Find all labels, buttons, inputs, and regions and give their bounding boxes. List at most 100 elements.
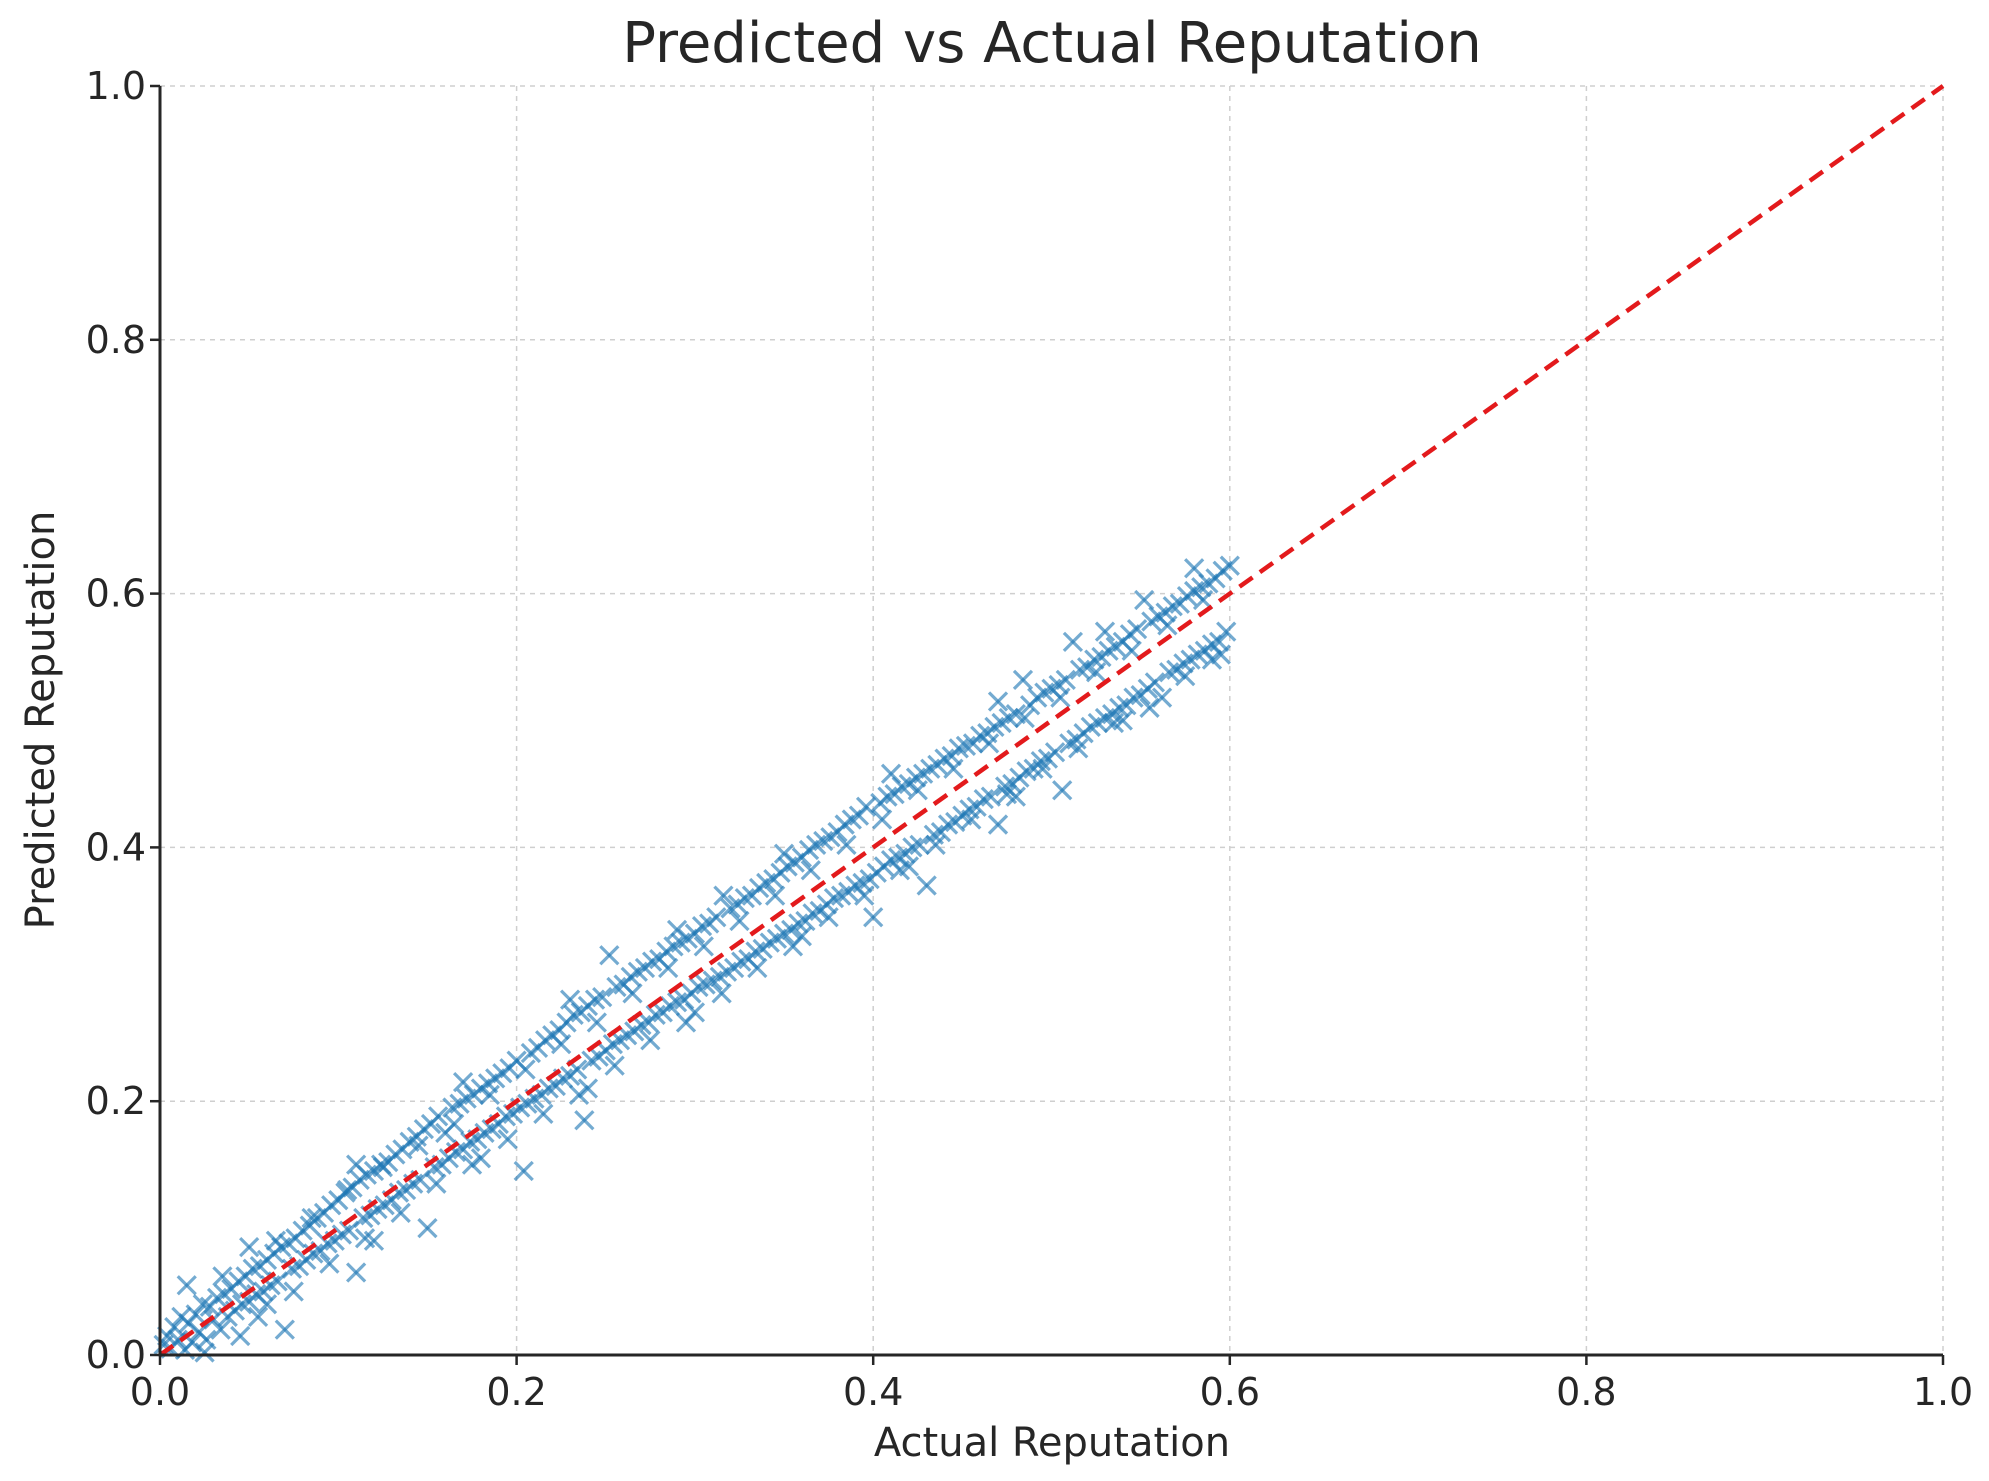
data-point-stroke bbox=[996, 783, 1018, 805]
data-point bbox=[713, 885, 734, 906]
data-point-stroke bbox=[196, 1329, 217, 1350]
data-point bbox=[428, 1106, 449, 1127]
data-point bbox=[854, 885, 875, 906]
data-point bbox=[823, 888, 845, 909]
data-point bbox=[1016, 761, 1037, 782]
y-tick-label: 1.0 bbox=[86, 64, 146, 108]
data-point bbox=[239, 1237, 260, 1258]
data-point bbox=[444, 1113, 465, 1135]
data-point-stroke bbox=[800, 860, 821, 881]
data-point-stroke bbox=[584, 989, 606, 1010]
data-point bbox=[961, 809, 982, 830]
data-point bbox=[877, 786, 898, 807]
data-point-stroke bbox=[428, 1106, 449, 1127]
data-point-stroke bbox=[281, 1258, 303, 1279]
x-axis-ticks: 0.0 0.2 0.4 0.6 0.8 1.0 bbox=[130, 1355, 1973, 1414]
data-point bbox=[586, 1012, 607, 1033]
data-point bbox=[1109, 697, 1130, 718]
data-point-stroke bbox=[1014, 707, 1035, 729]
data-point bbox=[1123, 687, 1144, 708]
data-point bbox=[538, 1078, 559, 1099]
data-point-stroke bbox=[1121, 640, 1142, 661]
data-point bbox=[788, 913, 809, 934]
data-point-stroke bbox=[247, 1306, 269, 1328]
data-point-stroke bbox=[574, 1110, 595, 1131]
data-point-stroke bbox=[1068, 738, 1089, 759]
data-point-stroke bbox=[460, 1131, 481, 1152]
data-point bbox=[1201, 649, 1223, 670]
data-point bbox=[301, 1207, 322, 1229]
data-point-stroke bbox=[1157, 615, 1178, 636]
data-point bbox=[533, 1103, 554, 1125]
data-point bbox=[363, 1230, 385, 1251]
data-point bbox=[479, 1084, 500, 1105]
data-point-stroke bbox=[461, 1154, 483, 1175]
data-point bbox=[688, 976, 709, 998]
data-point bbox=[925, 834, 946, 855]
data-point-stroke bbox=[987, 814, 1009, 835]
data-point-stroke bbox=[745, 941, 766, 962]
data-point bbox=[1175, 665, 1196, 687]
data-point-stroke bbox=[1016, 761, 1037, 782]
data-point bbox=[880, 763, 902, 784]
data-point bbox=[599, 945, 620, 966]
data-point-stroke bbox=[658, 957, 679, 979]
data-point bbox=[568, 1084, 590, 1105]
data-point-stroke bbox=[731, 951, 752, 972]
data-point-stroke bbox=[1005, 704, 1026, 725]
data-point-stroke bbox=[948, 738, 969, 759]
data-point bbox=[916, 875, 937, 896]
data-point-stroke bbox=[388, 1182, 410, 1203]
x-tick-label: 1.0 bbox=[1913, 1370, 1973, 1414]
data-point bbox=[1126, 619, 1148, 640]
data-point bbox=[408, 1135, 429, 1156]
data-point-stroke bbox=[1159, 662, 1180, 683]
data-point-stroke bbox=[1055, 669, 1076, 691]
data-point bbox=[1044, 742, 1066, 763]
data-point bbox=[1085, 662, 1107, 683]
data-point bbox=[640, 1030, 661, 1051]
data-point-stroke bbox=[551, 1033, 572, 1055]
data-point bbox=[973, 789, 994, 810]
data-point-stroke bbox=[1134, 589, 1155, 611]
data-point-stroke bbox=[1062, 631, 1084, 652]
data-point-stroke bbox=[1109, 697, 1130, 718]
data-point-stroke bbox=[417, 1217, 438, 1239]
data-point bbox=[606, 976, 627, 998]
data-point-stroke bbox=[684, 1002, 706, 1023]
data-point-stroke bbox=[1044, 742, 1066, 763]
data-point-stroke bbox=[319, 1253, 340, 1274]
data-point-stroke bbox=[666, 919, 688, 941]
data-point-stroke bbox=[666, 992, 688, 1013]
data-point bbox=[1032, 758, 1053, 779]
data-point-stroke bbox=[880, 763, 902, 784]
data-point bbox=[495, 1106, 517, 1127]
data-point-stroke bbox=[916, 875, 937, 896]
data-point-stroke bbox=[1201, 649, 1223, 670]
data-point-stroke bbox=[1144, 672, 1166, 693]
data-point-stroke bbox=[713, 885, 734, 906]
data-point bbox=[417, 1217, 438, 1239]
data-point-stroke bbox=[987, 691, 1009, 712]
data-point-stroke bbox=[265, 1230, 287, 1251]
data-point-stroke bbox=[231, 1294, 253, 1315]
data-point bbox=[559, 989, 581, 1010]
data-point-stroke bbox=[1216, 621, 1237, 642]
data-point-stroke bbox=[470, 1148, 492, 1169]
reference-line bbox=[158, 84, 1945, 1357]
reference-line-group bbox=[158, 84, 1945, 1357]
data-point bbox=[645, 1004, 666, 1026]
data-point bbox=[317, 1233, 338, 1254]
data-point-stroke bbox=[1151, 687, 1173, 708]
data-point-stroke bbox=[552, 1068, 574, 1089]
data-point bbox=[666, 992, 688, 1013]
data-point-stroke bbox=[1139, 697, 1160, 718]
data-point bbox=[943, 758, 964, 779]
data-point-stroke bbox=[1069, 659, 1091, 680]
data-point bbox=[185, 1304, 206, 1325]
data-point bbox=[711, 983, 732, 1004]
y-axis-ticks: 0.0 0.2 0.4 0.6 0.8 1.0 bbox=[86, 64, 160, 1377]
data-point-stroke bbox=[995, 776, 1016, 797]
data-point-stroke bbox=[599, 945, 620, 966]
